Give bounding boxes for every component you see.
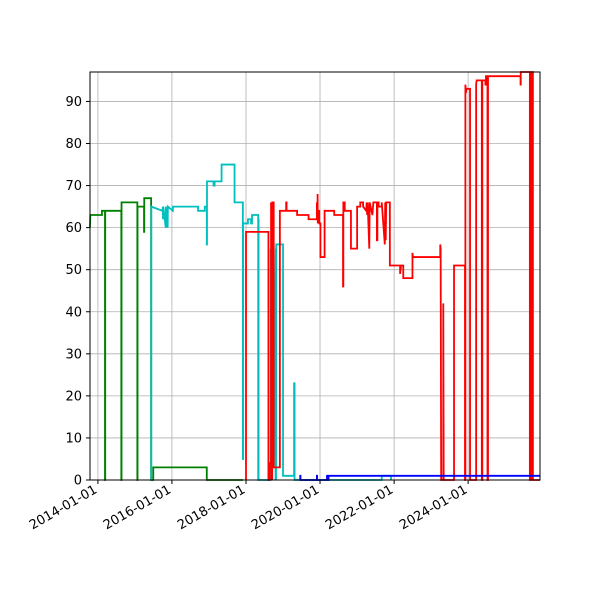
y-tick-label: 60: [65, 221, 82, 236]
plot-frame: [89, 71, 541, 481]
x-tick-label: 2018-01-01: [175, 482, 248, 533]
x-tick-label: 2016-01-01: [101, 482, 174, 533]
series-line-2: [245, 71, 540, 481]
y-tick-label: 90: [65, 95, 82, 110]
y-tick-label: 80: [65, 137, 82, 152]
y-tick-label: 30: [65, 347, 82, 362]
series-layer: [89, 71, 540, 481]
y-tick-label: 20: [65, 389, 82, 404]
grid-lines: [90, 72, 540, 481]
x-tick-label: 2020-01-01: [249, 482, 322, 533]
x-tick-label: 2022-01-01: [323, 482, 396, 533]
x-tick-label: 2024-01-01: [397, 482, 470, 533]
x-tick-label: 2014-01-01: [27, 482, 100, 533]
y-tick-label: 40: [65, 305, 82, 320]
series-line-1: [150, 163, 392, 481]
y-tick-label: 50: [65, 263, 82, 278]
y-tick-label: 0: [74, 474, 82, 489]
y-tick-label: 70: [65, 179, 82, 194]
y-tick-label: 10: [65, 431, 82, 446]
